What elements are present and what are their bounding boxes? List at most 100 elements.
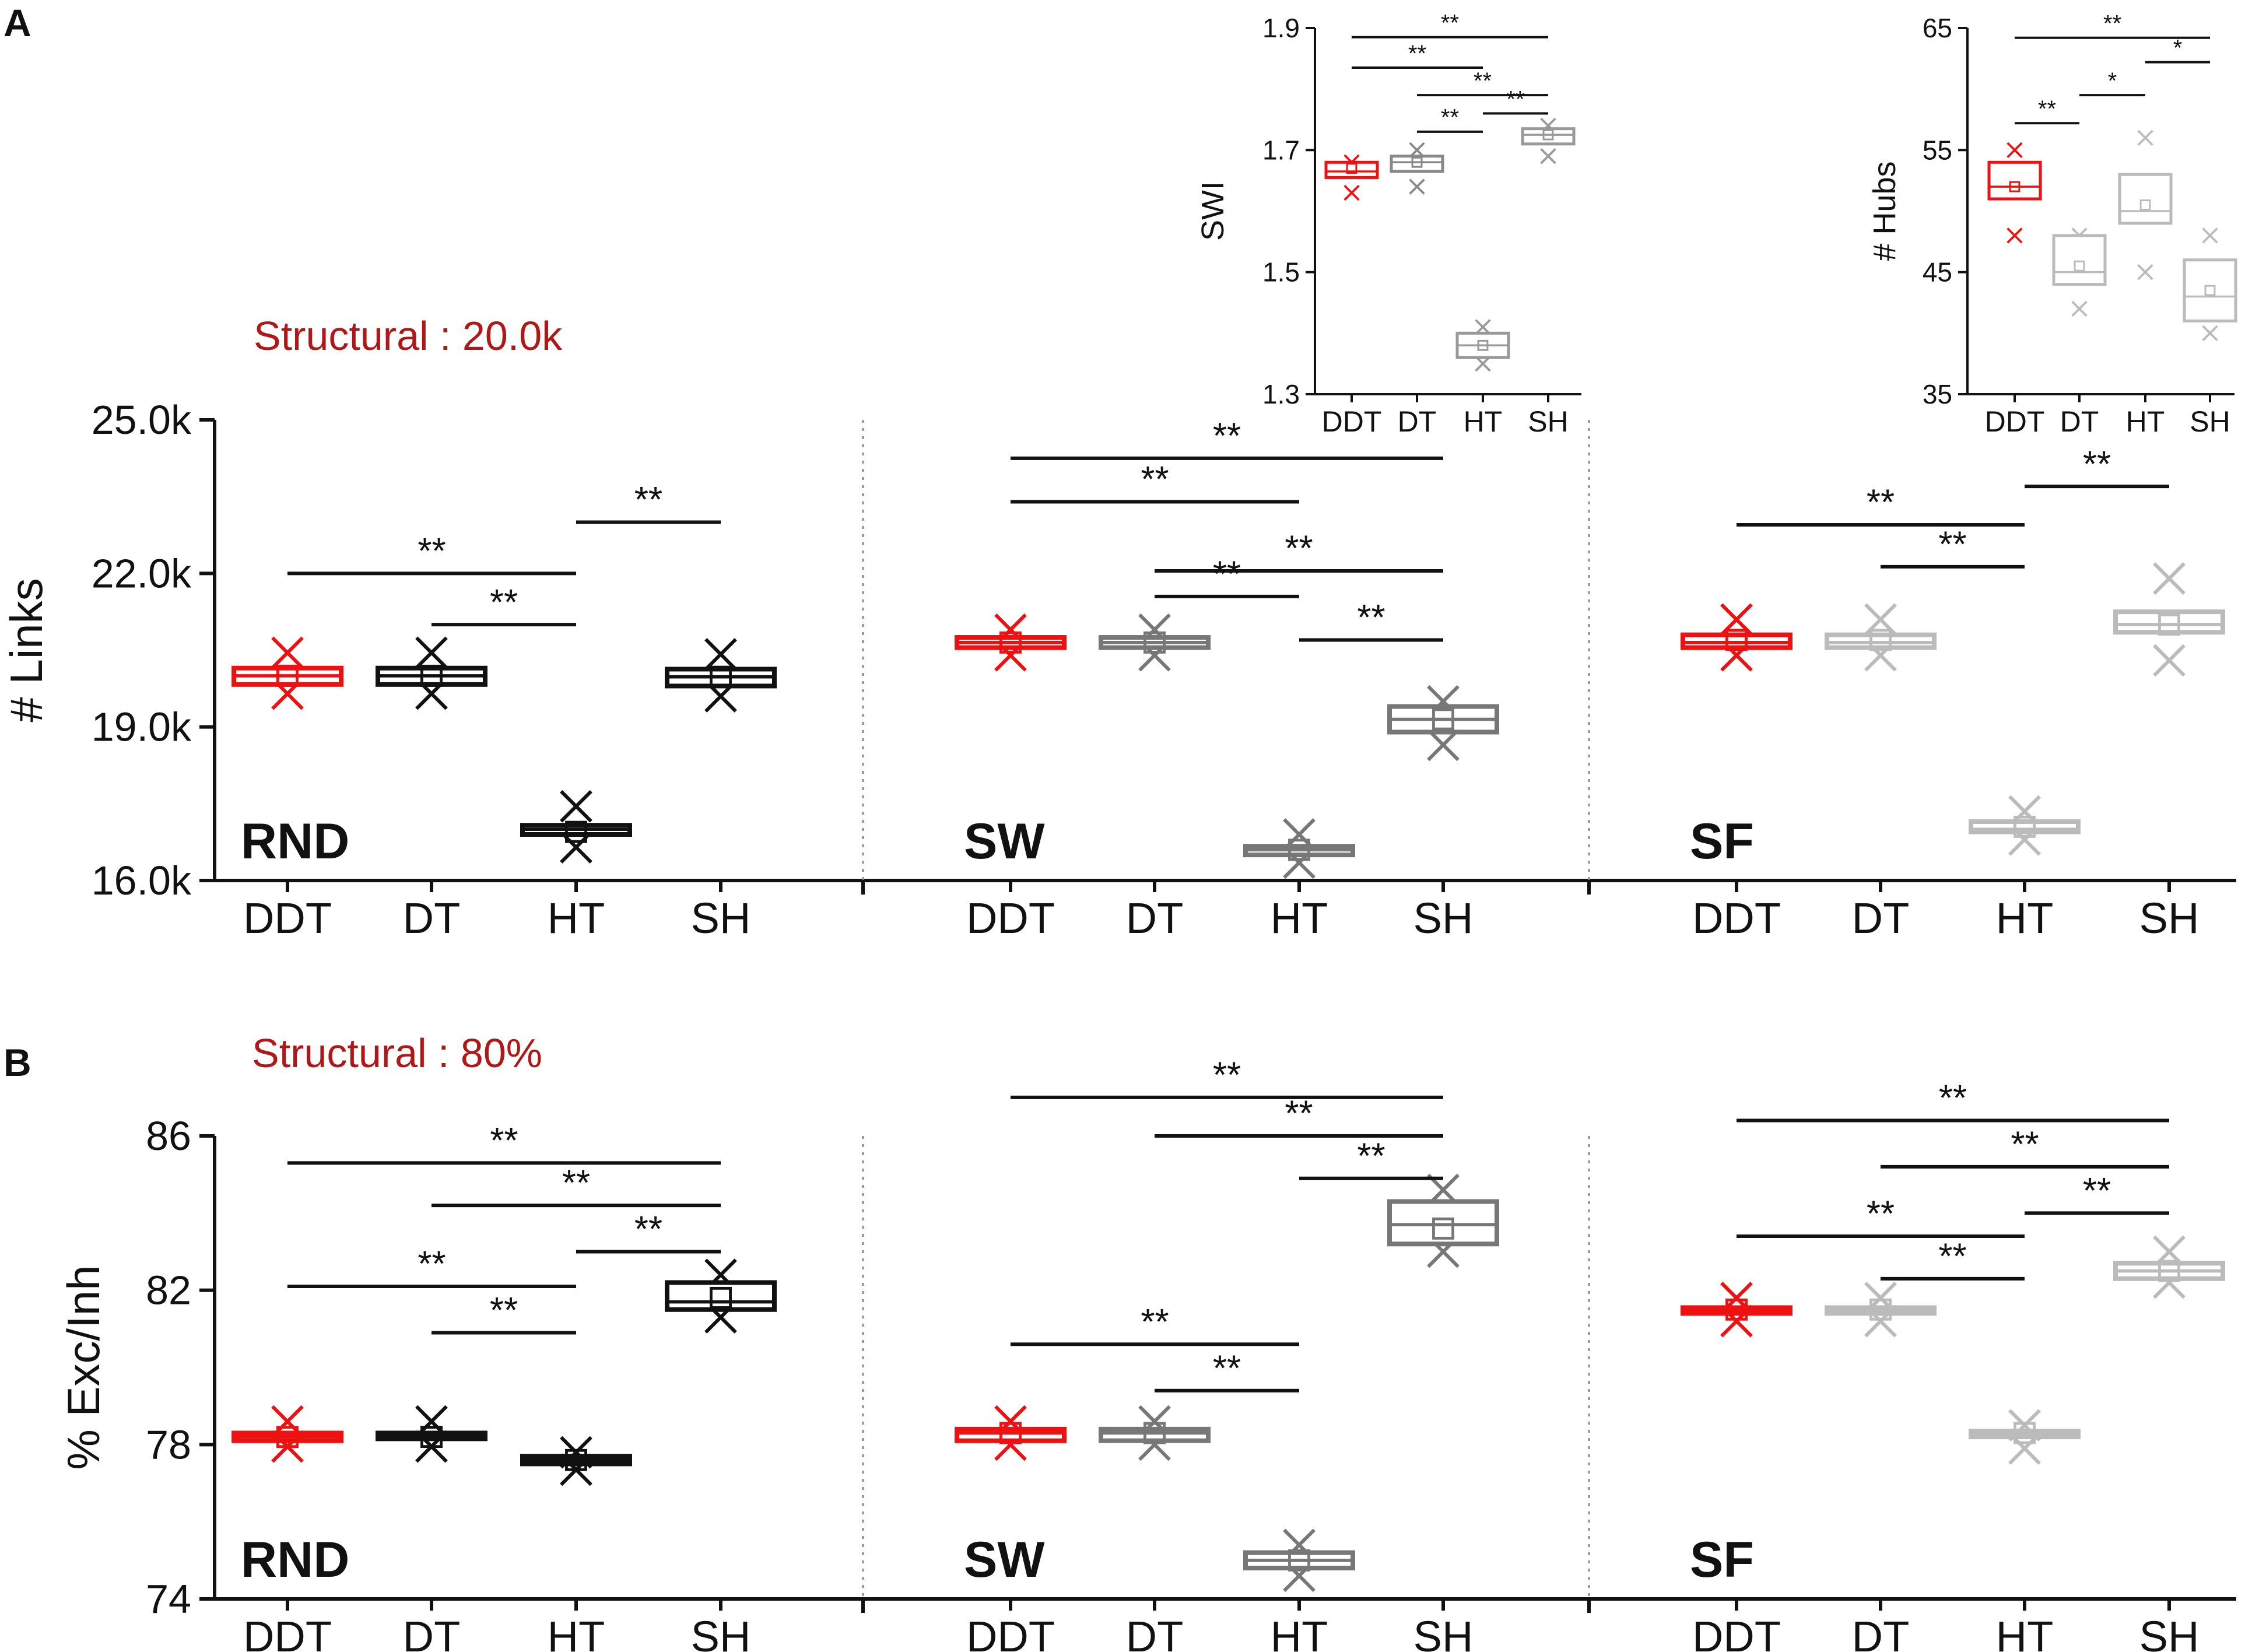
hubs-dt-mean bbox=[2074, 260, 2085, 272]
links-rnd-xtick-label-dt: DT bbox=[403, 894, 461, 942]
swi-xtick-label-ht: HT bbox=[1464, 405, 1503, 438]
links-rnd-dt-mean bbox=[420, 664, 443, 687]
swi-ytick-label-2: 1.7 bbox=[1262, 135, 1300, 165]
swi-ddt-outlier-1 bbox=[1344, 184, 1360, 201]
swi-ht-mean bbox=[1477, 339, 1489, 351]
links-sw-sig-1-label: ** bbox=[1141, 460, 1169, 500]
swi-ytick-label-1: 1.5 bbox=[1262, 257, 1300, 287]
hubs-ht-outlier-0 bbox=[2137, 129, 2153, 146]
links-sf-xtick-label-sh: SH bbox=[2139, 894, 2200, 942]
exc-sf-ht-mean bbox=[2014, 1422, 2036, 1444]
links-sf-sig-1-label: ** bbox=[1938, 525, 1966, 565]
links-sw-xtick-label-sh: SH bbox=[1413, 894, 1474, 942]
hubs-dt-box bbox=[2052, 234, 2107, 286]
exc-inh-chart: 74 78 82 86 % Exc/Inh DDT DT HT SH RND ** ** ** ** ** D… bbox=[58, 1055, 2236, 1652]
links-sw-xtick-label-ht: HT bbox=[1271, 894, 1328, 942]
hubs-ht-mean bbox=[2139, 199, 2151, 211]
exc-sf-dt-mean bbox=[1869, 1298, 1892, 1321]
exc-sf-sig-4-label: ** bbox=[1938, 1236, 1966, 1276]
hubs-sh-mean bbox=[2204, 285, 2216, 296]
exc-sw-xtick-label-ht: HT bbox=[1271, 1612, 1328, 1652]
links-rnd-sig-0-label: ** bbox=[418, 531, 446, 571]
links-group-name-sf: SF bbox=[1690, 813, 1754, 869]
links-rnd-ddt-outlier-0 bbox=[271, 636, 304, 669]
links-group-name-sw: SW bbox=[964, 813, 1045, 869]
exc-sw-sh-mean bbox=[1432, 1217, 1454, 1240]
exc-sf-ddt-mean bbox=[1725, 1298, 1748, 1321]
links-rnd-ht-mean bbox=[565, 820, 587, 843]
exc-group-name-rnd: RND bbox=[241, 1532, 349, 1588]
exc-sw-xtick-label-ddt: DDT bbox=[966, 1612, 1055, 1652]
hubs-ytick-label-0: 35 bbox=[1923, 379, 1952, 409]
hubs-sh-outlier-1 bbox=[2202, 325, 2218, 341]
swi-sig-2-label: ** bbox=[1474, 68, 1492, 94]
swi-inset-chart: 1.3 1.5 1.7 1.9 SWI DDT DT HT SH ** ** ** ** ** bbox=[1195, 10, 1581, 438]
links-sf-dt-mean bbox=[1869, 629, 1892, 651]
exc-sw-xtick-label-sh: SH bbox=[1413, 1612, 1474, 1652]
exc-sf-xtick-label-sh: SH bbox=[2139, 1612, 2200, 1652]
exc-rnd-ht-mean bbox=[565, 1448, 587, 1471]
structural-annotation-a: Structural : 20.0k bbox=[254, 313, 563, 359]
exc-sw-ddt-box bbox=[955, 1426, 1067, 1443]
links-sw-sig-2-label: ** bbox=[1285, 529, 1313, 569]
hubs-xtick-label-sh: SH bbox=[2190, 405, 2230, 438]
links-y-axis-label: # Links bbox=[1, 578, 52, 722]
hubs-sig-3-label: ** bbox=[2038, 96, 2056, 122]
links-sw-sh-mean bbox=[1432, 708, 1454, 731]
panel-label-b: B bbox=[3, 1041, 31, 1084]
swi-sh-box bbox=[1521, 127, 1576, 146]
exc-sf-xtick-label-dt: DT bbox=[1852, 1612, 1910, 1652]
exc-rnd-sig-3-label: ** bbox=[418, 1244, 446, 1285]
links-rnd-sh-outlier-0 bbox=[704, 638, 737, 671]
links-sf-ddt-mean bbox=[1725, 629, 1748, 651]
swi-sh-mean bbox=[1542, 129, 1554, 141]
structural-annotation-b: Structural : 80% bbox=[252, 1030, 542, 1076]
exc-sw-sig-1-label: ** bbox=[1285, 1094, 1313, 1134]
exc-rnd-xtick-label-ht: HT bbox=[548, 1612, 605, 1652]
swi-ddt-mean bbox=[1346, 163, 1357, 174]
links-sw-sig-0-label: ** bbox=[1213, 416, 1241, 456]
hubs-xtick-label-ht: HT bbox=[2126, 405, 2165, 438]
links-sw-ht-mean bbox=[1288, 839, 1310, 861]
exc-group-name-sf: SF bbox=[1690, 1532, 1754, 1588]
links-group-name-rnd: RND bbox=[241, 813, 349, 869]
links-rnd-ht-outlier-0 bbox=[560, 790, 592, 823]
hubs-ytick-label-3: 65 bbox=[1923, 13, 1952, 43]
exc-ytick-label-3: 86 bbox=[146, 1113, 191, 1159]
swi-xtick-label-dt: DT bbox=[1398, 405, 1437, 438]
exc-ytick-label-2: 82 bbox=[146, 1268, 191, 1313]
links-rnd-dt-outlier-0 bbox=[415, 636, 448, 669]
hubs-ddt-box bbox=[1987, 160, 2042, 201]
exc-rnd-xtick-label-dt: DT bbox=[403, 1612, 461, 1652]
swi-y-axis-label: SWI bbox=[1195, 181, 1230, 241]
exc-rnd-sig-1-label: ** bbox=[562, 1163, 590, 1204]
hubs-ddt-outlier-1 bbox=[2007, 227, 2023, 244]
links-ytick-label-0: 16.0k bbox=[92, 858, 192, 903]
exc-ytick-label-1: 78 bbox=[146, 1422, 191, 1467]
links-rnd-sig-1-label: ** bbox=[490, 583, 518, 623]
hubs-sh-box bbox=[2183, 258, 2237, 322]
hubs-sh-outlier-0 bbox=[2202, 227, 2218, 244]
links-sf-ht-mean bbox=[2014, 815, 2036, 838]
links-sf-sh-outlier-0 bbox=[2153, 562, 2186, 595]
links-ytick-label-1: 19.0k bbox=[92, 704, 192, 750]
swi-dt-outlier-1 bbox=[1409, 178, 1425, 195]
exc-sw-sig-3-label: ** bbox=[1141, 1302, 1169, 1342]
links-sf-xtick-label-dt: DT bbox=[1852, 894, 1910, 942]
swi-dt-mean bbox=[1411, 156, 1423, 168]
exc-rnd-sig-4-label: ** bbox=[490, 1290, 518, 1331]
exc-sf-xtick-label-ddt: DDT bbox=[1692, 1612, 1781, 1652]
swi-sig-4-label: ** bbox=[1441, 105, 1459, 131]
links-sw-dt-mean bbox=[1143, 631, 1166, 654]
links-sf-xtick-label-ddt: DDT bbox=[1692, 894, 1781, 942]
swi-ytick-label-3: 1.9 bbox=[1262, 13, 1300, 43]
links-rnd-xtick-label-sh: SH bbox=[691, 894, 751, 942]
exc-sw-xtick-label-dt: DT bbox=[1126, 1612, 1184, 1652]
links-rnd-sig-2-label: ** bbox=[634, 480, 662, 520]
links-rnd-ddt-mean bbox=[276, 664, 299, 687]
swi-xtick-label-ddt: DDT bbox=[1322, 405, 1382, 438]
exc-sf-sig-0-label: ** bbox=[1939, 1078, 1967, 1118]
swi-dt-box bbox=[1390, 155, 1444, 173]
exc-group-name-sw: SW bbox=[964, 1532, 1045, 1588]
